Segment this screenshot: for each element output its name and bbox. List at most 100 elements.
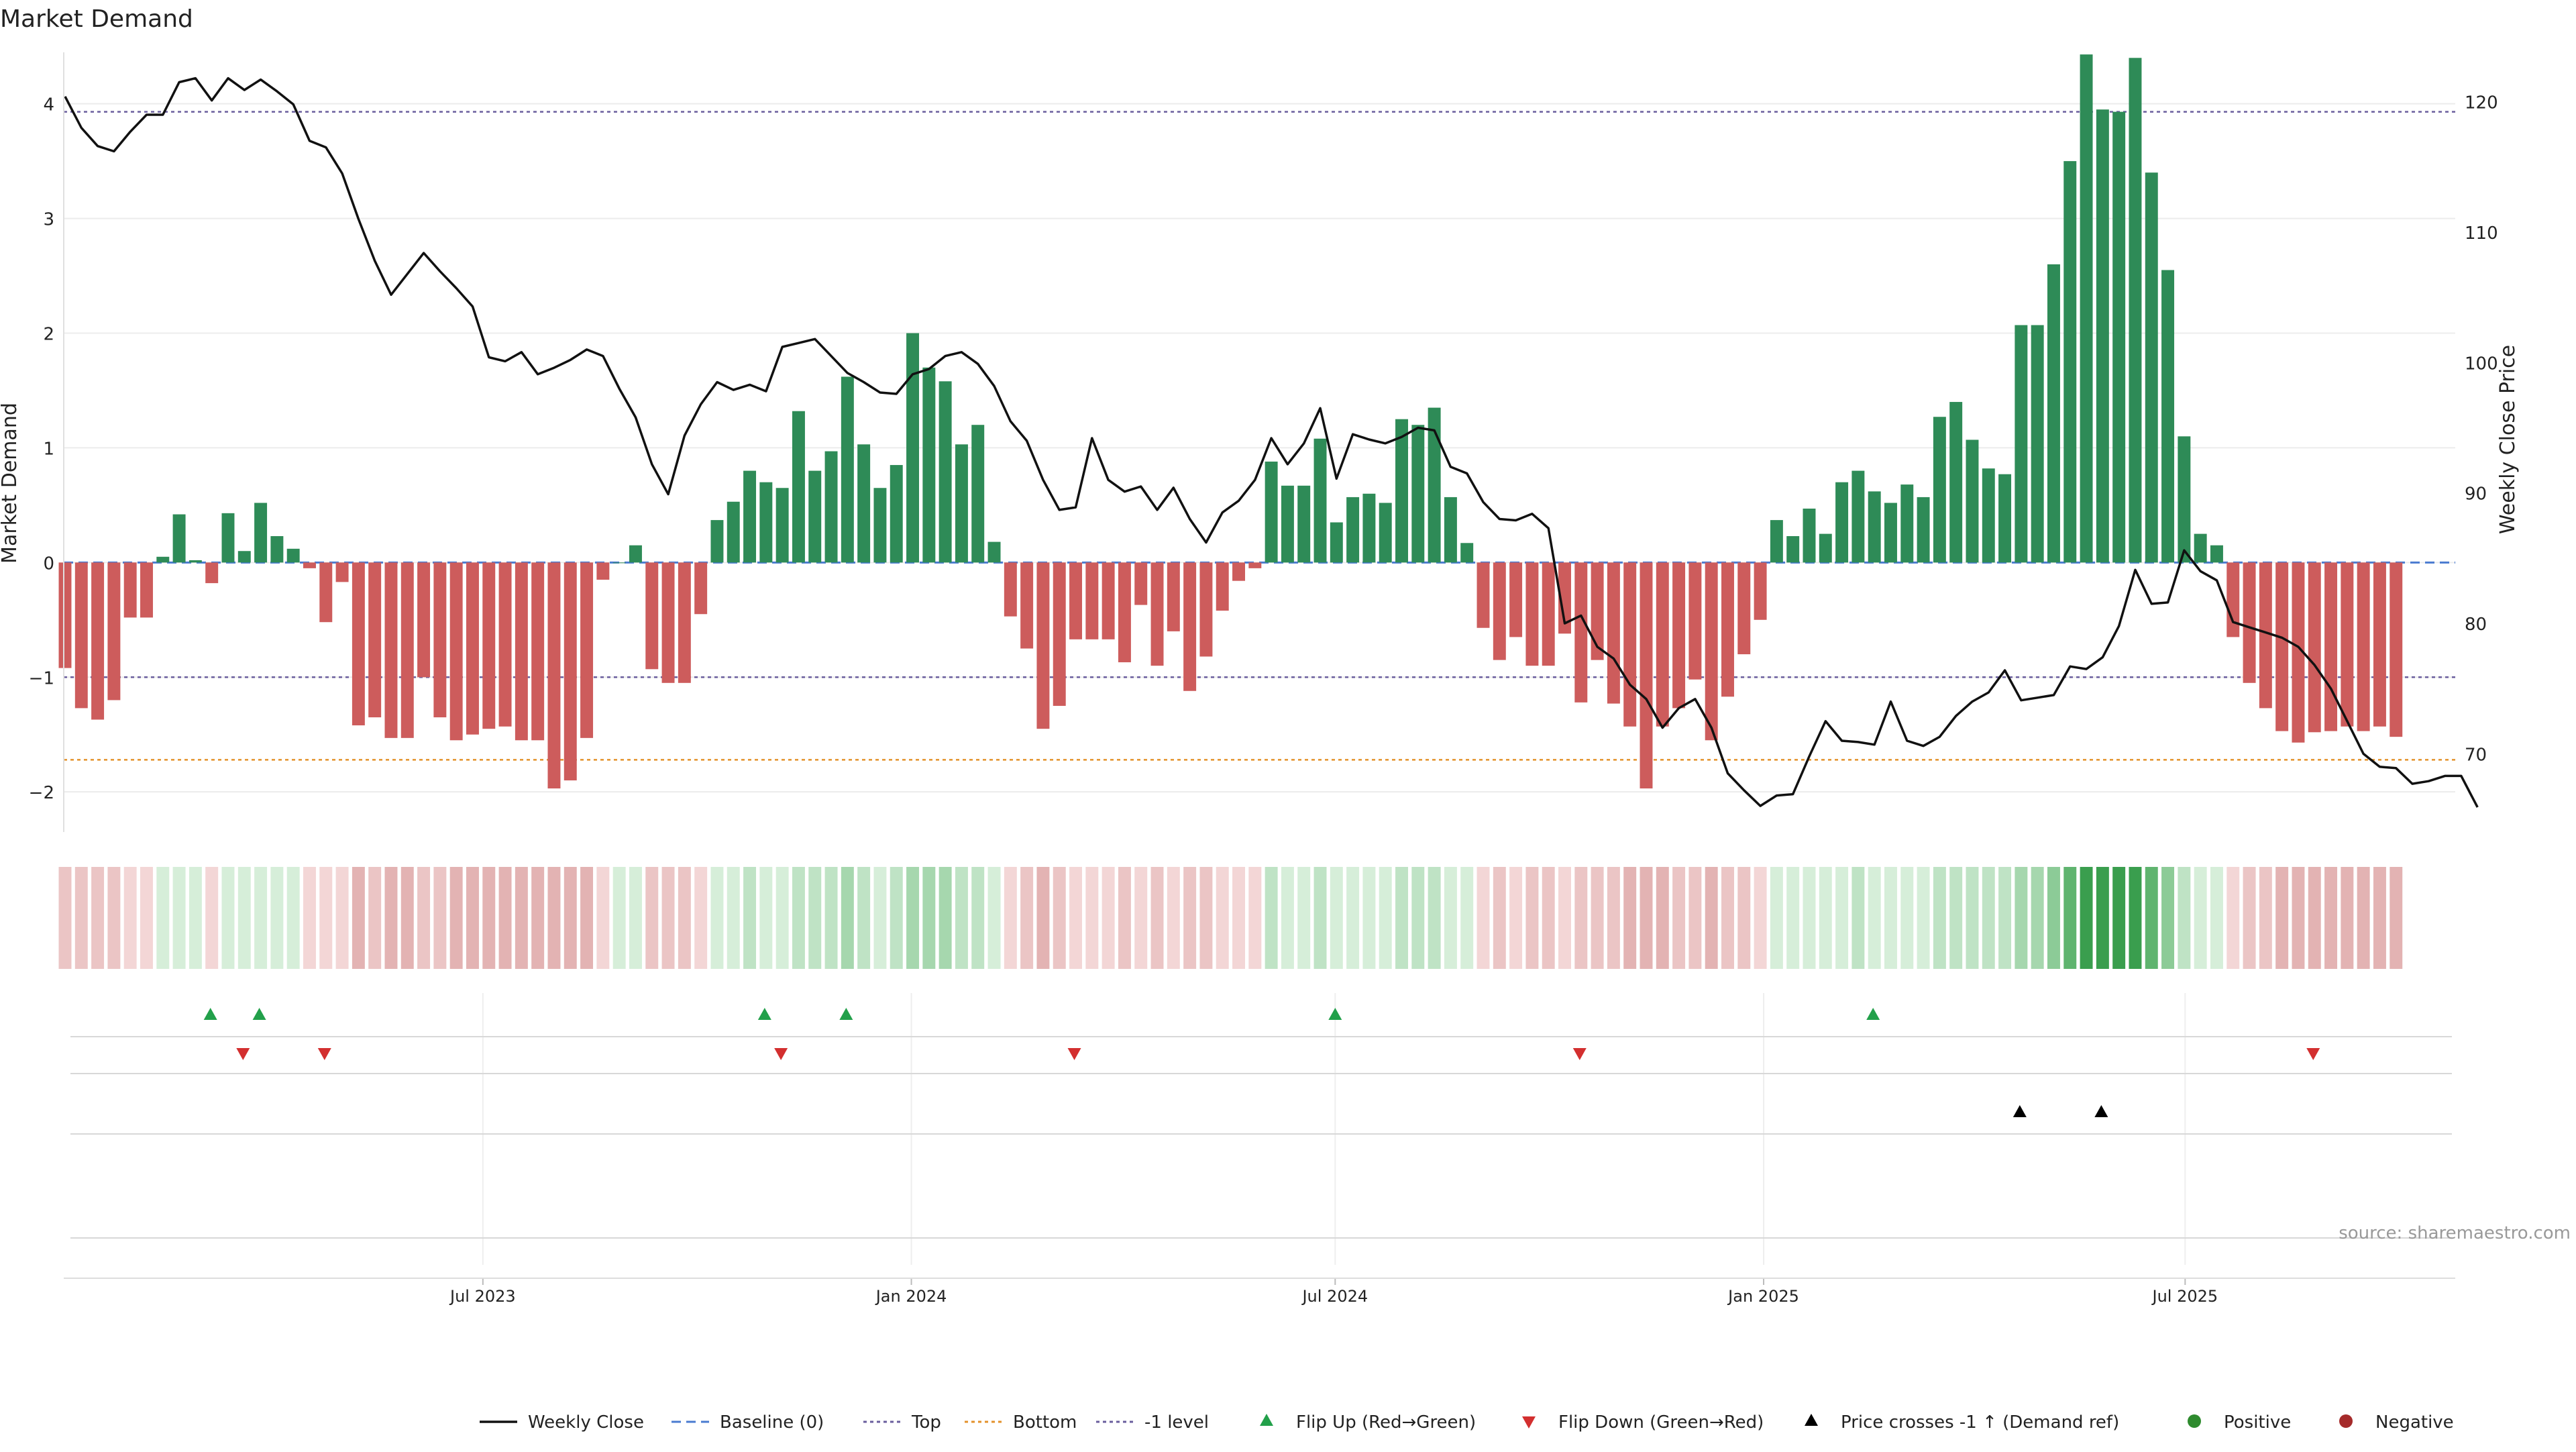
demand-bar [1265,461,1278,563]
demand-bar [466,562,479,735]
demand-bar [1542,562,1555,666]
legend-swatch-dot [2339,1414,2353,1428]
demand-bar [433,562,447,718]
demand-bar [531,562,545,741]
demand-bar [2275,562,2289,731]
demand-bar [2031,325,2044,563]
heat-cell [1313,867,1327,969]
heat-cell [547,867,561,969]
heat-cell [890,867,903,969]
heat-cell [808,867,822,969]
demand-bar [1395,419,1408,563]
heat-cell [2357,867,2370,969]
heat-cell [1232,867,1245,969]
demand-bar [710,520,724,563]
demand-bar [1020,562,1034,649]
flip-down-marker [2306,1048,2320,1060]
demand-bar [1118,562,1131,663]
heat-cell [1688,867,1702,969]
heat-cell [1199,867,1213,969]
heat-cell [2292,867,2305,969]
heat-cell [433,867,447,969]
demand-bar [2357,562,2370,731]
heat-cell [2096,867,2109,969]
demand-bar [1835,482,1849,563]
heat-cell [1020,867,1034,969]
heat-cell [498,867,512,969]
heat-cell [1134,867,1148,969]
y-tick-label: 3 [43,210,54,230]
demand-bar [938,381,952,563]
heat-cell [2324,867,2338,969]
heat-cell [2178,867,2191,969]
demand-bar [2129,58,2142,563]
demand-bars [58,54,2403,789]
heat-cell [1428,867,1441,969]
heat-cell [1362,867,1376,969]
heat-cell [596,867,610,969]
heat-cell [1851,867,1865,969]
demand-bar [205,562,219,584]
y2-axis-label: Weekly Close Price [2496,345,2520,534]
demand-bar [1754,562,1767,620]
heat-cell [1656,867,1669,969]
demand-bar [303,562,316,568]
demand-bar [156,556,170,563]
demand-bar [890,465,903,563]
heat-cell [1542,867,1555,969]
demand-bar [1656,562,1669,727]
heat-cell [1183,867,1197,969]
demand-bar [1525,562,1539,666]
demand-bar [1770,520,1783,563]
heat-cell [1281,867,1294,969]
heat-cell [140,867,153,969]
demand-bar [189,560,202,563]
legend-label: Flip Down (Green→Red) [1558,1412,1764,1433]
heat-cell [694,867,708,969]
demand-bar [775,488,789,563]
demand-bar [678,562,691,683]
demand-bar [335,562,349,582]
demand-bar [1444,497,1457,563]
demand-bar [1737,562,1751,655]
demand-bar [1558,562,1571,634]
heat-cell [1102,867,1115,969]
demand-bar [1428,407,1441,563]
flip-down-marker [317,1048,331,1060]
heat-cell [1705,867,1718,969]
demand-bar [906,333,920,563]
heat-cell [237,867,251,969]
heat-cell [1444,867,1457,969]
demand-bar [971,425,985,563]
heat-cell [352,867,365,969]
heat-cell [1868,867,1881,969]
demand-bar [1884,503,1897,563]
y2-tick-label: 80 [2465,615,2487,635]
demand-bar [2373,562,2386,727]
heat-cell [971,867,985,969]
heat-cell [1525,867,1539,969]
demand-bar [515,562,528,741]
heat-cell [564,867,577,969]
heat-cell [645,867,659,969]
heat-cell [1069,867,1083,969]
demand-bar [140,562,153,618]
demand-bar [2063,161,2077,563]
heat-cell [661,867,675,969]
demand-bar [1917,497,1930,563]
demand-bar [498,562,512,727]
heat-cell [400,867,414,969]
demand-bar [400,562,414,738]
heat-cell [1900,867,1914,969]
demand-bar [1085,562,1099,639]
demand-bar [2112,111,2126,563]
x-tick-label: Jul 2023 [449,1287,516,1306]
demand-bar [2292,562,2305,743]
demand-bar [1819,533,1832,563]
demand-bar [792,411,805,563]
demand-bar [1134,562,1148,605]
demand-bar [286,548,300,563]
demand-bar [123,562,137,618]
demand-bar [1591,562,1604,660]
demand-bar [2096,109,2109,563]
